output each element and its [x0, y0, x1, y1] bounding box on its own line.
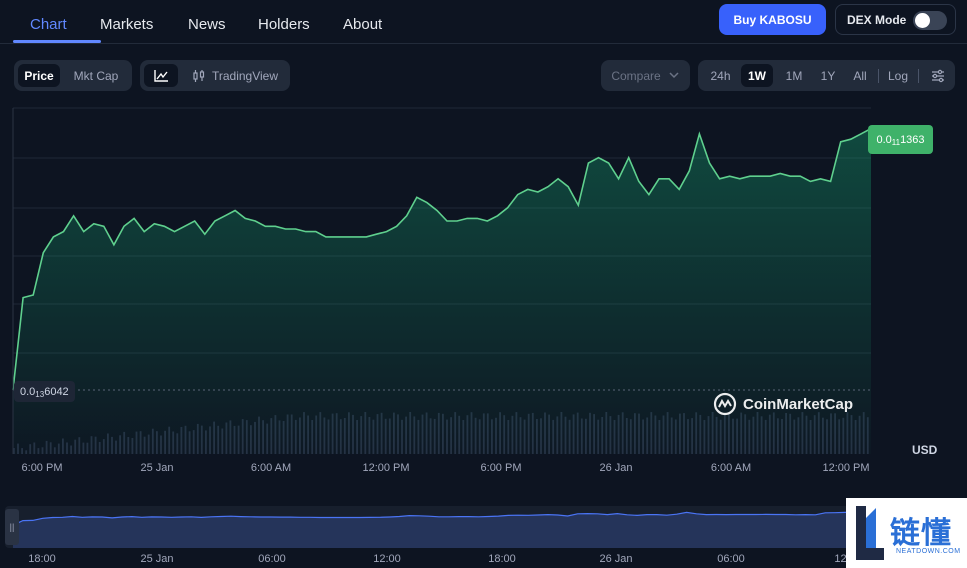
- brand-chinese: 链懂: [890, 516, 952, 551]
- tab-holders[interactable]: Holders: [258, 16, 310, 33]
- top-nav: Chart Markets News Holders About Buy KAB…: [0, 0, 967, 44]
- tradingview-label: TradingView: [211, 68, 279, 83]
- navigator-tick: 25 Jan: [140, 553, 174, 565]
- dex-mode-toggle[interactable]: DEX Mode: [835, 4, 956, 35]
- divider: [878, 69, 879, 83]
- dex-mode-label: DEX Mode: [847, 12, 907, 27]
- current-price-label: 0.0 11 1363: [868, 125, 933, 154]
- current-price-prefix: 0.0: [876, 133, 892, 146]
- low-price-digits: 6042: [44, 385, 69, 398]
- coinmarketcap-watermark: CoinMarketCap: [713, 392, 853, 416]
- low-price-label: 0.0 13 6042: [14, 381, 75, 402]
- sliders-icon: [931, 69, 944, 82]
- price-chart[interactable]: [12, 107, 872, 454]
- x-axis-tick: 12:00 PM: [822, 462, 870, 474]
- navigator-tick: 12:: [834, 553, 850, 565]
- candlestick-icon: [193, 69, 205, 82]
- buy-button[interactable]: Buy KABOSU: [719, 4, 826, 35]
- price-mktcap-toggle: Price Mkt Cap: [14, 60, 132, 91]
- x-axis-tick: 6:00 AM: [250, 462, 292, 474]
- divider: [918, 69, 919, 83]
- navigator-area: [13, 512, 855, 548]
- range-1m[interactable]: 1M: [785, 68, 803, 83]
- range-all[interactable]: All: [853, 68, 867, 83]
- price-chart-svg: [12, 107, 872, 454]
- tradingview-button[interactable]: TradingView: [184, 64, 286, 87]
- line-chart-button[interactable]: [144, 64, 178, 87]
- price-line: [12, 127, 872, 391]
- line-chart-icon: [154, 69, 168, 82]
- settings-button[interactable]: [924, 64, 951, 87]
- tab-news[interactable]: News: [188, 16, 226, 33]
- switch-knob: [915, 13, 930, 28]
- x-axis-tick: 6:00 PM: [21, 462, 63, 474]
- navigator-line: [12, 511, 856, 526]
- time-range-selector: 24h 1W 1M 1Y All Log: [698, 60, 955, 91]
- compare-dropdown[interactable]: Compare: [601, 60, 690, 91]
- mktcap-button[interactable]: Mkt Cap: [73, 68, 119, 83]
- range-24h[interactable]: 24h: [710, 68, 731, 83]
- current-price-digits: 1363: [900, 133, 925, 146]
- range-navigator[interactable]: [5, 506, 856, 548]
- neatdown-mark-icon: [856, 506, 884, 560]
- watermark-text: CoinMarketCap: [743, 395, 854, 413]
- x-axis-tick: 25 Jan: [140, 462, 174, 474]
- navigator-chart: [12, 511, 856, 548]
- x-axis-tick: 6:00 AM: [710, 462, 752, 474]
- active-tab-indicator: [13, 40, 101, 43]
- currency-label: USD: [912, 443, 938, 457]
- tab-markets[interactable]: Markets: [100, 16, 154, 33]
- chevron-down-icon: [669, 72, 679, 79]
- navigator-tick: 18:00: [28, 553, 56, 565]
- navigator-tick: 18:00: [488, 553, 516, 565]
- current-price-zeros: 11: [891, 138, 901, 147]
- tab-about[interactable]: About: [343, 16, 383, 33]
- x-axis-tick: 12:00 PM: [362, 462, 410, 474]
- navigator-tick: 06:00: [258, 553, 286, 565]
- price-button[interactable]: Price: [18, 64, 60, 87]
- neatdown-logo: 链懂 NEATDOWN.COM: [846, 498, 967, 568]
- price-area: [13, 128, 871, 454]
- low-price-zeros: 13: [35, 390, 45, 399]
- x-axis-tick: 26 Jan: [599, 462, 633, 474]
- range-1y[interactable]: 1Y: [820, 68, 836, 83]
- navigator-left-handle[interactable]: ||: [5, 509, 19, 545]
- dex-mode-switch[interactable]: [913, 11, 947, 30]
- coinmarketcap-logo-icon: [713, 392, 737, 416]
- chart-type-toggle: TradingView: [140, 60, 290, 91]
- x-axis-tick: 6:00 PM: [480, 462, 522, 474]
- tab-chart[interactable]: Chart: [30, 16, 67, 33]
- low-price-prefix: 0.0: [20, 385, 36, 398]
- navigator-tick: 06:00: [717, 553, 745, 565]
- range-1w[interactable]: 1W: [741, 64, 773, 87]
- brand-english: NEATDOWN.COM: [896, 548, 961, 555]
- navigator-tick: 12:00: [373, 553, 401, 565]
- navigator-tick: 26 Jan: [599, 553, 633, 565]
- log-scale-button[interactable]: Log: [887, 68, 909, 83]
- compare-label: Compare: [611, 68, 661, 83]
